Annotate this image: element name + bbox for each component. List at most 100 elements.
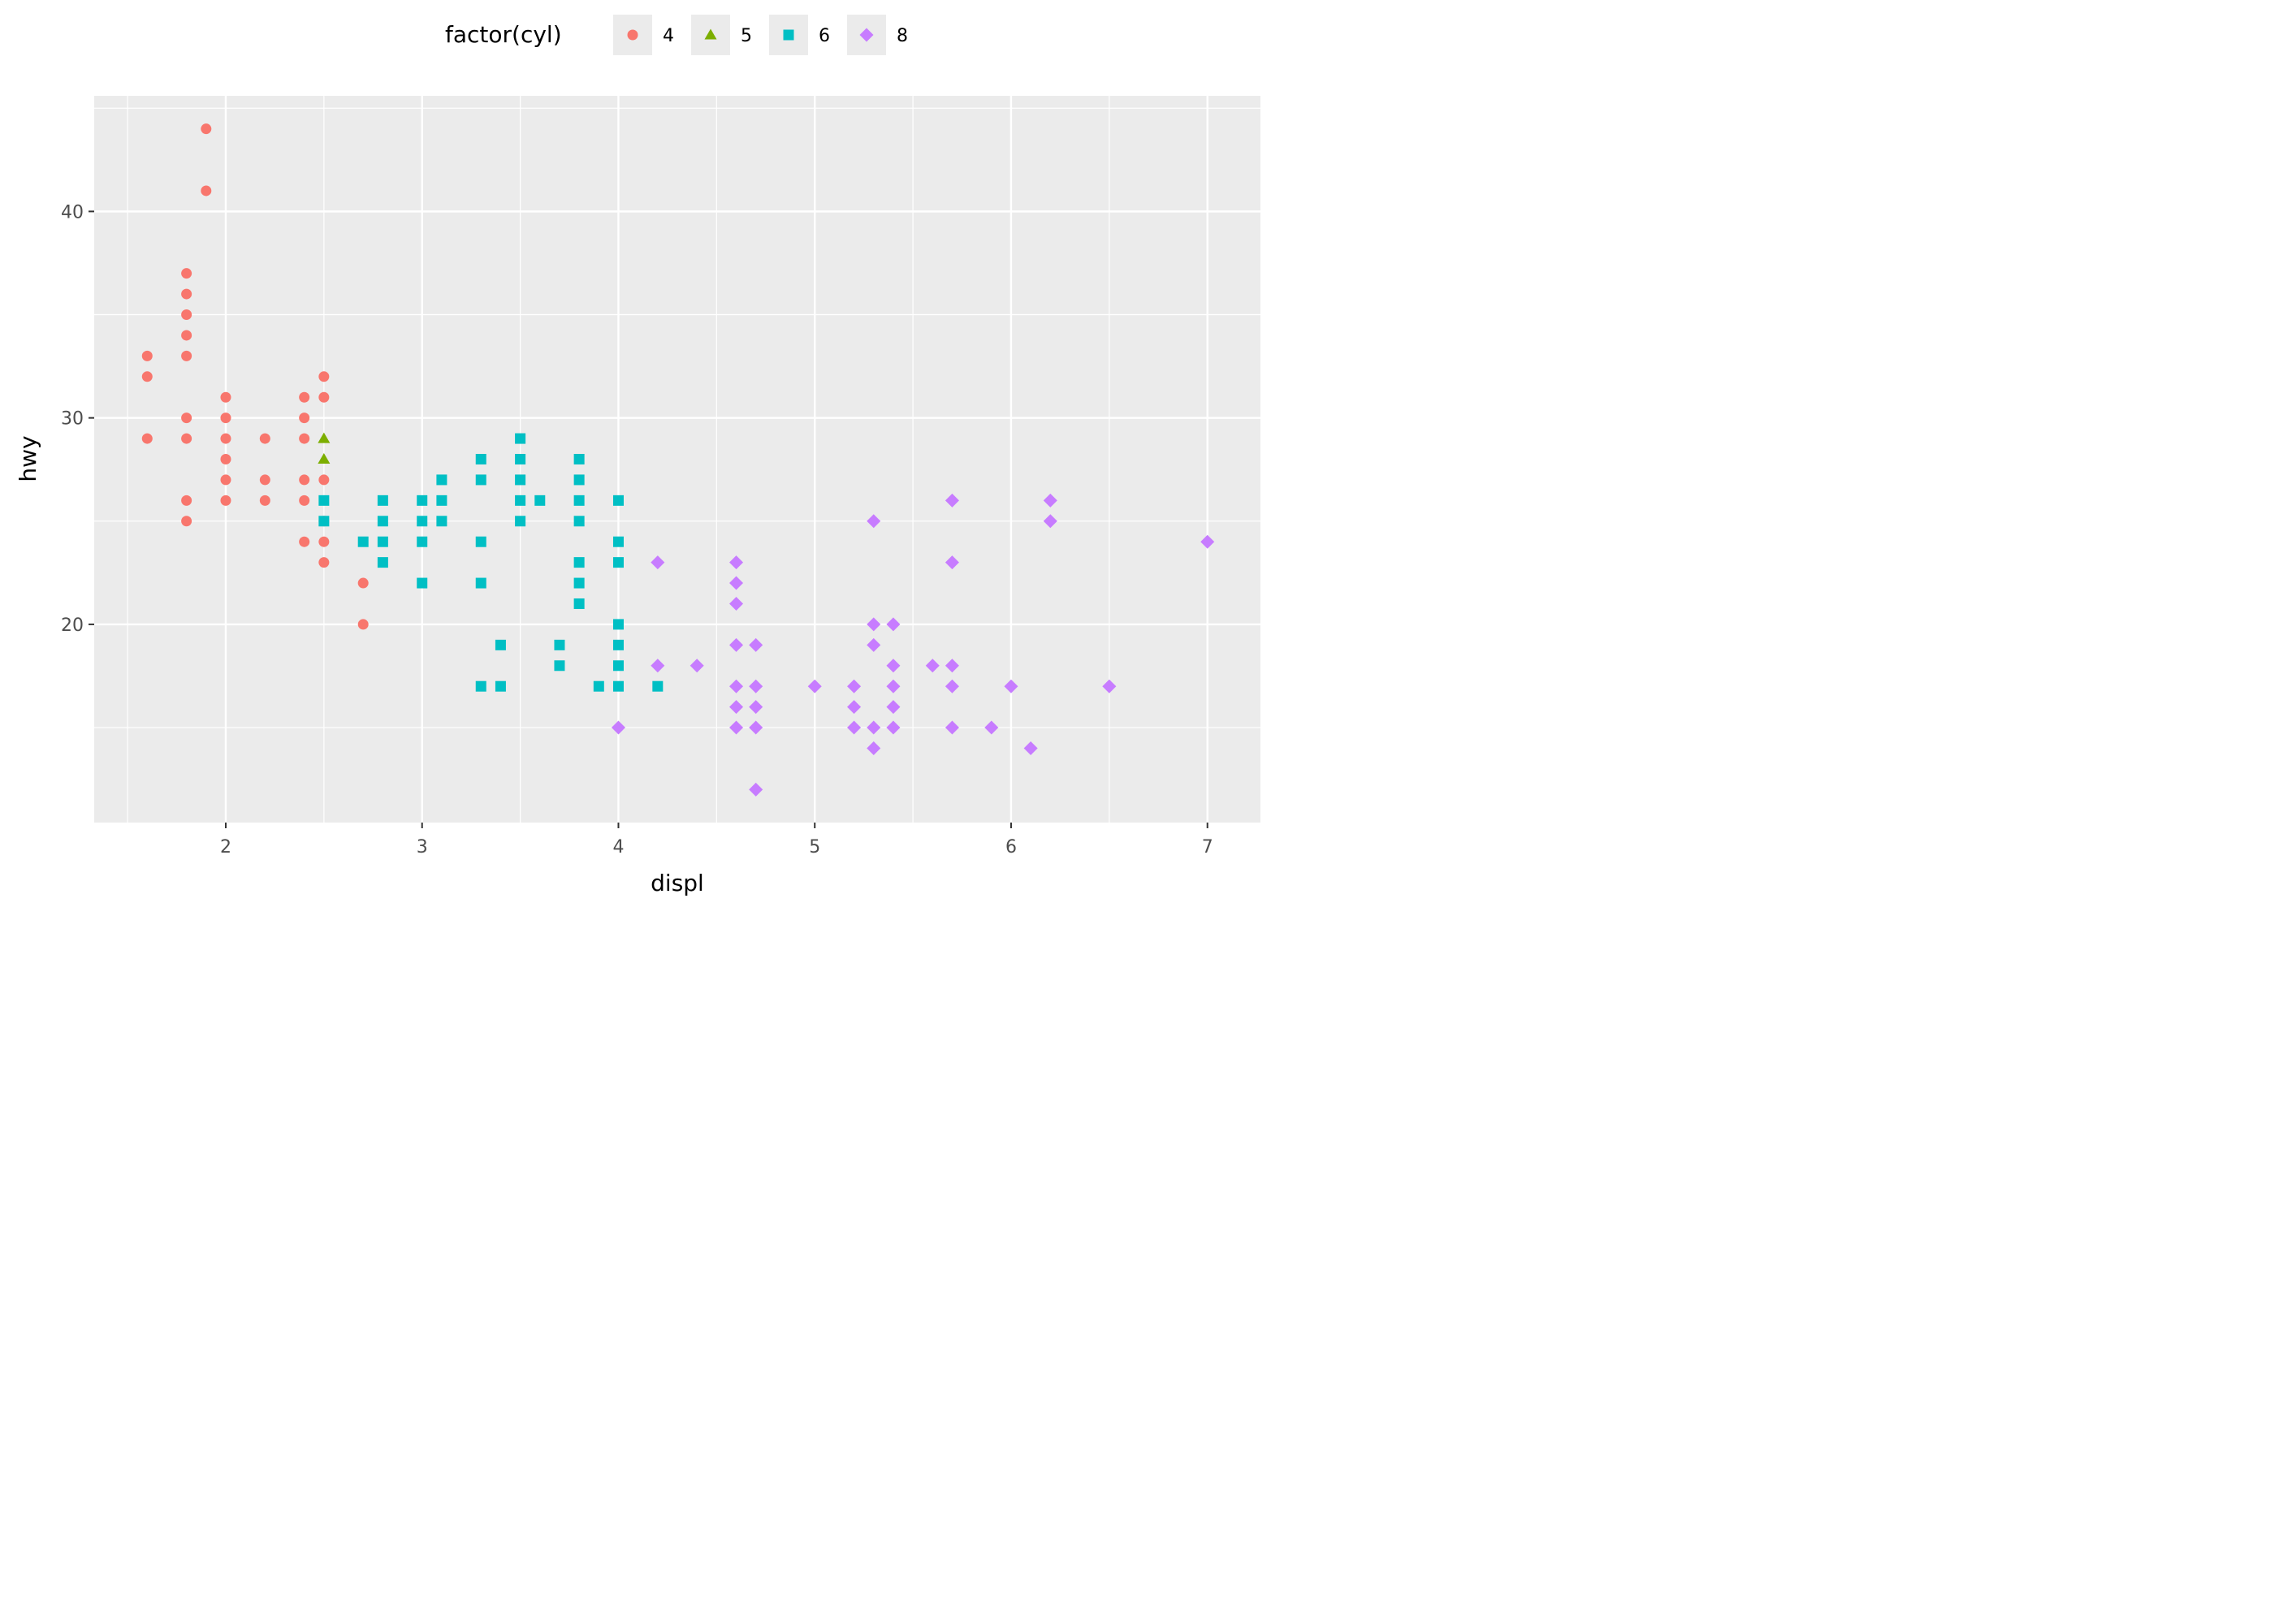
point-cyl-8 — [867, 720, 881, 735]
point-cyl-4 — [220, 474, 231, 486]
series-5 — [318, 432, 331, 464]
point-cyl-4 — [299, 391, 310, 403]
point-cyl-6 — [377, 516, 388, 527]
series-6 — [318, 433, 664, 692]
point-cyl-8 — [867, 637, 881, 652]
axes: 2 3 4 5 6 7 20 30 40 — [61, 202, 1213, 857]
point-cyl-4 — [299, 495, 310, 506]
point-cyl-5 — [318, 453, 331, 464]
point-cyl-8 — [1043, 493, 1057, 508]
point-cyl-4 — [299, 474, 310, 486]
point-cyl-6 — [377, 495, 388, 506]
legend-item-4: 4 — [613, 15, 674, 55]
legend-label: 6 — [819, 26, 830, 46]
point-cyl-4 — [181, 288, 192, 300]
point-cyl-6 — [612, 639, 624, 650]
point-cyl-6 — [534, 495, 546, 506]
x-tick-label: 2 — [220, 837, 231, 857]
point-cyl-8 — [867, 514, 881, 529]
point-cyl-4 — [299, 536, 310, 547]
point-cyl-8 — [945, 555, 959, 570]
point-cyl-8 — [867, 617, 881, 632]
x-tick-label: 5 — [809, 837, 820, 857]
point-cyl-8 — [847, 700, 862, 715]
point-cyl-4 — [181, 495, 192, 506]
point-cyl-6 — [495, 639, 506, 650]
series-4 — [141, 123, 369, 630]
point-cyl-4 — [220, 495, 231, 506]
point-cyl-6 — [515, 495, 526, 506]
point-cyl-6 — [377, 557, 388, 568]
point-cyl-8 — [749, 700, 763, 715]
point-cyl-8 — [651, 555, 665, 570]
legend-item-6: 6 — [769, 15, 830, 55]
legend-key-square — [783, 29, 794, 41]
point-cyl-4 — [181, 330, 192, 341]
point-cyl-4 — [318, 557, 330, 568]
point-cyl-8 — [886, 679, 901, 693]
point-cyl-6 — [318, 495, 330, 506]
point-cyl-6 — [515, 454, 526, 464]
y-tick-label: 30 — [61, 409, 84, 430]
point-cyl-8 — [886, 700, 901, 715]
point-cyl-6 — [377, 536, 388, 547]
point-cyl-4 — [318, 474, 330, 486]
point-cyl-6 — [475, 454, 486, 464]
point-cyl-8 — [729, 679, 744, 693]
point-cyl-6 — [573, 516, 585, 527]
major-gridlines — [94, 96, 1260, 823]
point-cyl-8 — [729, 637, 744, 652]
point-cyl-8 — [1004, 679, 1018, 693]
legend-label: 8 — [897, 26, 908, 46]
x-tick-label: 6 — [1005, 837, 1017, 857]
point-cyl-6 — [436, 495, 447, 506]
data-points — [141, 123, 1215, 797]
minor-gridlines — [94, 96, 1260, 823]
point-cyl-4 — [318, 391, 330, 403]
legend-key-triangle — [704, 28, 717, 40]
scatter-chart: 2 3 4 5 6 7 20 30 40 displ hwy factor(cyl) 4 5 6 8 — [15, 15, 1260, 896]
x-axis-title: displ — [651, 870, 704, 896]
legend-key-circle — [627, 29, 638, 41]
point-cyl-4 — [318, 371, 330, 382]
point-cyl-4 — [181, 516, 192, 527]
point-cyl-8 — [886, 659, 901, 673]
point-cyl-8 — [945, 493, 959, 508]
point-cyl-8 — [886, 617, 901, 632]
point-cyl-4 — [259, 433, 270, 444]
point-cyl-6 — [554, 639, 565, 650]
point-cyl-6 — [573, 557, 585, 568]
point-cyl-6 — [357, 536, 369, 547]
legend-label: 4 — [663, 26, 674, 46]
point-cyl-8 — [729, 596, 744, 611]
point-cyl-8 — [886, 720, 901, 735]
point-cyl-6 — [515, 433, 526, 444]
point-cyl-8 — [945, 659, 959, 673]
point-cyl-4 — [181, 433, 192, 444]
point-cyl-4 — [259, 495, 270, 506]
point-cyl-4 — [181, 309, 192, 321]
point-cyl-6 — [612, 495, 624, 506]
point-cyl-8 — [749, 637, 763, 652]
point-cyl-8 — [1102, 679, 1117, 693]
point-cyl-6 — [515, 474, 526, 486]
point-cyl-8 — [1043, 514, 1057, 529]
point-cyl-8 — [611, 720, 625, 735]
point-cyl-6 — [475, 536, 486, 547]
point-cyl-8 — [867, 741, 881, 755]
legend-item-5: 5 — [691, 15, 752, 55]
point-cyl-6 — [573, 577, 585, 589]
point-cyl-4 — [318, 536, 330, 547]
point-cyl-4 — [299, 433, 310, 444]
point-cyl-8 — [651, 659, 665, 673]
point-cyl-4 — [357, 619, 369, 630]
point-cyl-4 — [181, 350, 192, 361]
point-cyl-8 — [729, 720, 744, 735]
point-cyl-6 — [573, 598, 585, 609]
series-8 — [611, 493, 1215, 797]
point-cyl-8 — [925, 659, 940, 673]
point-cyl-8 — [1200, 534, 1215, 549]
point-cyl-6 — [573, 454, 585, 464]
point-cyl-8 — [847, 679, 862, 693]
point-cyl-6 — [475, 680, 486, 692]
